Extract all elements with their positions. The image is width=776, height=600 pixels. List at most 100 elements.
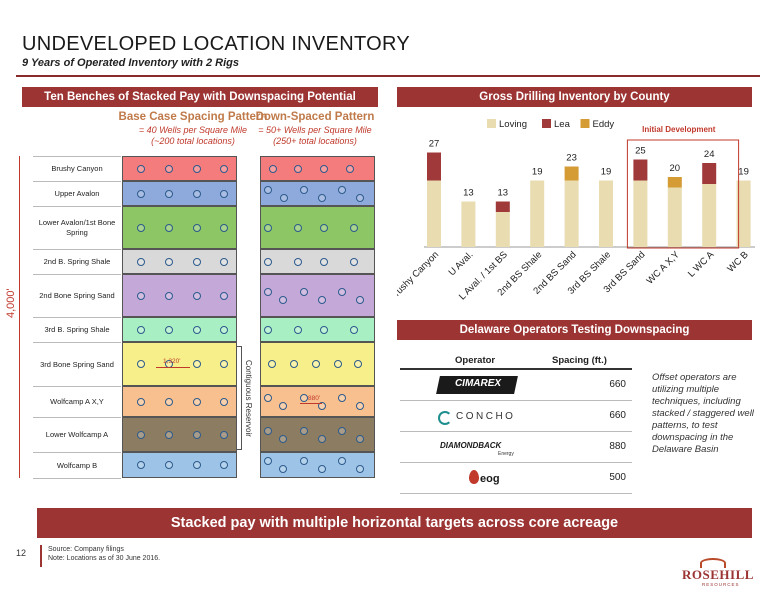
bench-label: 3rd Bone Spring Sand — [33, 342, 121, 386]
operator-name: CIMAREX — [454, 378, 502, 389]
well-location-dot — [137, 189, 145, 198]
well-location-dot — [320, 223, 328, 232]
well-location-dot — [193, 291, 201, 300]
spacing-1320-label: 1,320' — [163, 358, 181, 365]
initial-development-box — [626, 139, 740, 249]
well-location-dot — [193, 164, 201, 173]
well-location-dot — [220, 430, 228, 439]
logo-name: ROSEHILL — [682, 567, 754, 582]
spacing-1320-arrow — [156, 367, 190, 368]
well-location-dot — [300, 426, 308, 435]
well-location-dot — [220, 291, 228, 300]
bar-segment — [633, 180, 648, 247]
x-tick-label: L WC A — [686, 249, 717, 280]
well-location-dot — [356, 193, 364, 202]
data-label: 19 — [601, 167, 612, 178]
well-location-dot — [354, 360, 362, 368]
bar-segment — [599, 180, 613, 247]
well-location-dot — [137, 325, 145, 334]
x-tick-label: WC B — [725, 249, 750, 274]
well-location-dot — [318, 295, 326, 304]
well-location-dot — [300, 457, 308, 465]
well-location-dot — [268, 360, 276, 368]
bar-segment — [427, 180, 441, 247]
well-location-dot — [334, 360, 342, 368]
well-location-dot — [294, 325, 302, 334]
bench-label: Wolfcamp B — [33, 452, 121, 478]
well-location-dot — [264, 223, 272, 232]
legend-swatch — [487, 119, 496, 128]
well-location-dot — [193, 257, 201, 266]
well-location-dot — [137, 164, 145, 173]
rosehill-logo: ROSEHILL RESOURCES — [678, 558, 753, 588]
x-tick-label: Brushy Canyon — [397, 249, 441, 303]
well-location-dot — [220, 257, 228, 266]
well-location-dot — [294, 257, 302, 266]
down-spaced-band — [260, 417, 375, 452]
well-location-dot — [165, 223, 173, 232]
bench-label: Wolfcamp A X,Y — [33, 386, 121, 417]
well-location-dot — [193, 325, 201, 334]
well-location-dot — [320, 325, 328, 334]
spacing-880-arrow — [300, 403, 322, 404]
well-location-dot — [193, 397, 201, 406]
concho-logo-icon — [438, 411, 452, 425]
contiguous-label: Contiguous Reservoir — [244, 359, 253, 437]
well-location-dot — [264, 393, 272, 402]
contiguous-bracket — [236, 346, 242, 450]
chart-banner: Gross Drilling Inventory by County — [397, 87, 752, 107]
data-label: 19 — [738, 167, 749, 178]
legend-label: Lea — [554, 119, 571, 130]
well-location-dot — [264, 287, 272, 296]
footer-divider — [40, 545, 42, 567]
bar-segment — [495, 201, 510, 212]
page-title: UNDEVELOPED LOCATION INVENTORY — [22, 33, 410, 55]
well-location-dot — [264, 257, 272, 266]
bar-segment — [461, 201, 476, 247]
well-location-dot — [165, 189, 173, 198]
spacing-880-label: 880' — [308, 395, 321, 402]
well-location-dot — [137, 360, 145, 368]
operator-sub: Energy — [498, 451, 514, 457]
well-location-dot — [338, 457, 346, 465]
well-location-dot — [356, 401, 364, 410]
well-location-dot — [318, 401, 326, 410]
down-spaced-band — [260, 274, 375, 317]
table-row: CIMAREX 660 — [400, 370, 632, 401]
logo-sun-icon — [700, 558, 726, 568]
x-tick-label: U Aval. — [447, 249, 476, 278]
well-location-dot — [193, 189, 201, 198]
well-location-dot — [220, 360, 228, 368]
operator-spacing: 500 — [609, 472, 626, 483]
operator-name: DIAMONDBACK — [440, 441, 502, 450]
operator-name: eog — [480, 473, 500, 485]
well-location-dot — [280, 193, 288, 202]
initial-development-label: Initial Development — [642, 125, 716, 134]
bench-divider — [33, 478, 121, 479]
well-location-dot — [318, 193, 326, 202]
well-location-dot — [193, 223, 201, 232]
well-location-dot — [356, 465, 364, 473]
well-location-dot — [312, 360, 320, 368]
well-location-dot — [279, 465, 287, 473]
footer-note: Note: Locations as of 30 June 2016. — [48, 555, 161, 562]
bar-segment — [736, 180, 751, 247]
footer-source: Source: Company filings — [48, 546, 124, 553]
down-spaced-header: Down-Spaced Pattern — [255, 111, 375, 123]
well-location-dot — [165, 164, 173, 173]
eog-flame-icon — [469, 470, 479, 484]
bar-segment — [564, 180, 579, 247]
well-location-dot — [165, 461, 173, 469]
well-location-dot — [220, 325, 228, 334]
well-location-dot — [279, 434, 287, 443]
bench-label: Upper Avalon — [33, 181, 121, 206]
well-location-dot — [338, 393, 346, 402]
well-location-dot — [220, 461, 228, 469]
well-location-dot — [137, 291, 145, 300]
data-label: 25 — [635, 146, 646, 157]
legend-label: Eddy — [593, 119, 615, 130]
well-location-dot — [165, 325, 173, 334]
data-label: 13 — [498, 188, 509, 199]
bench-label: 3rd B. Spring Shale — [33, 317, 121, 342]
